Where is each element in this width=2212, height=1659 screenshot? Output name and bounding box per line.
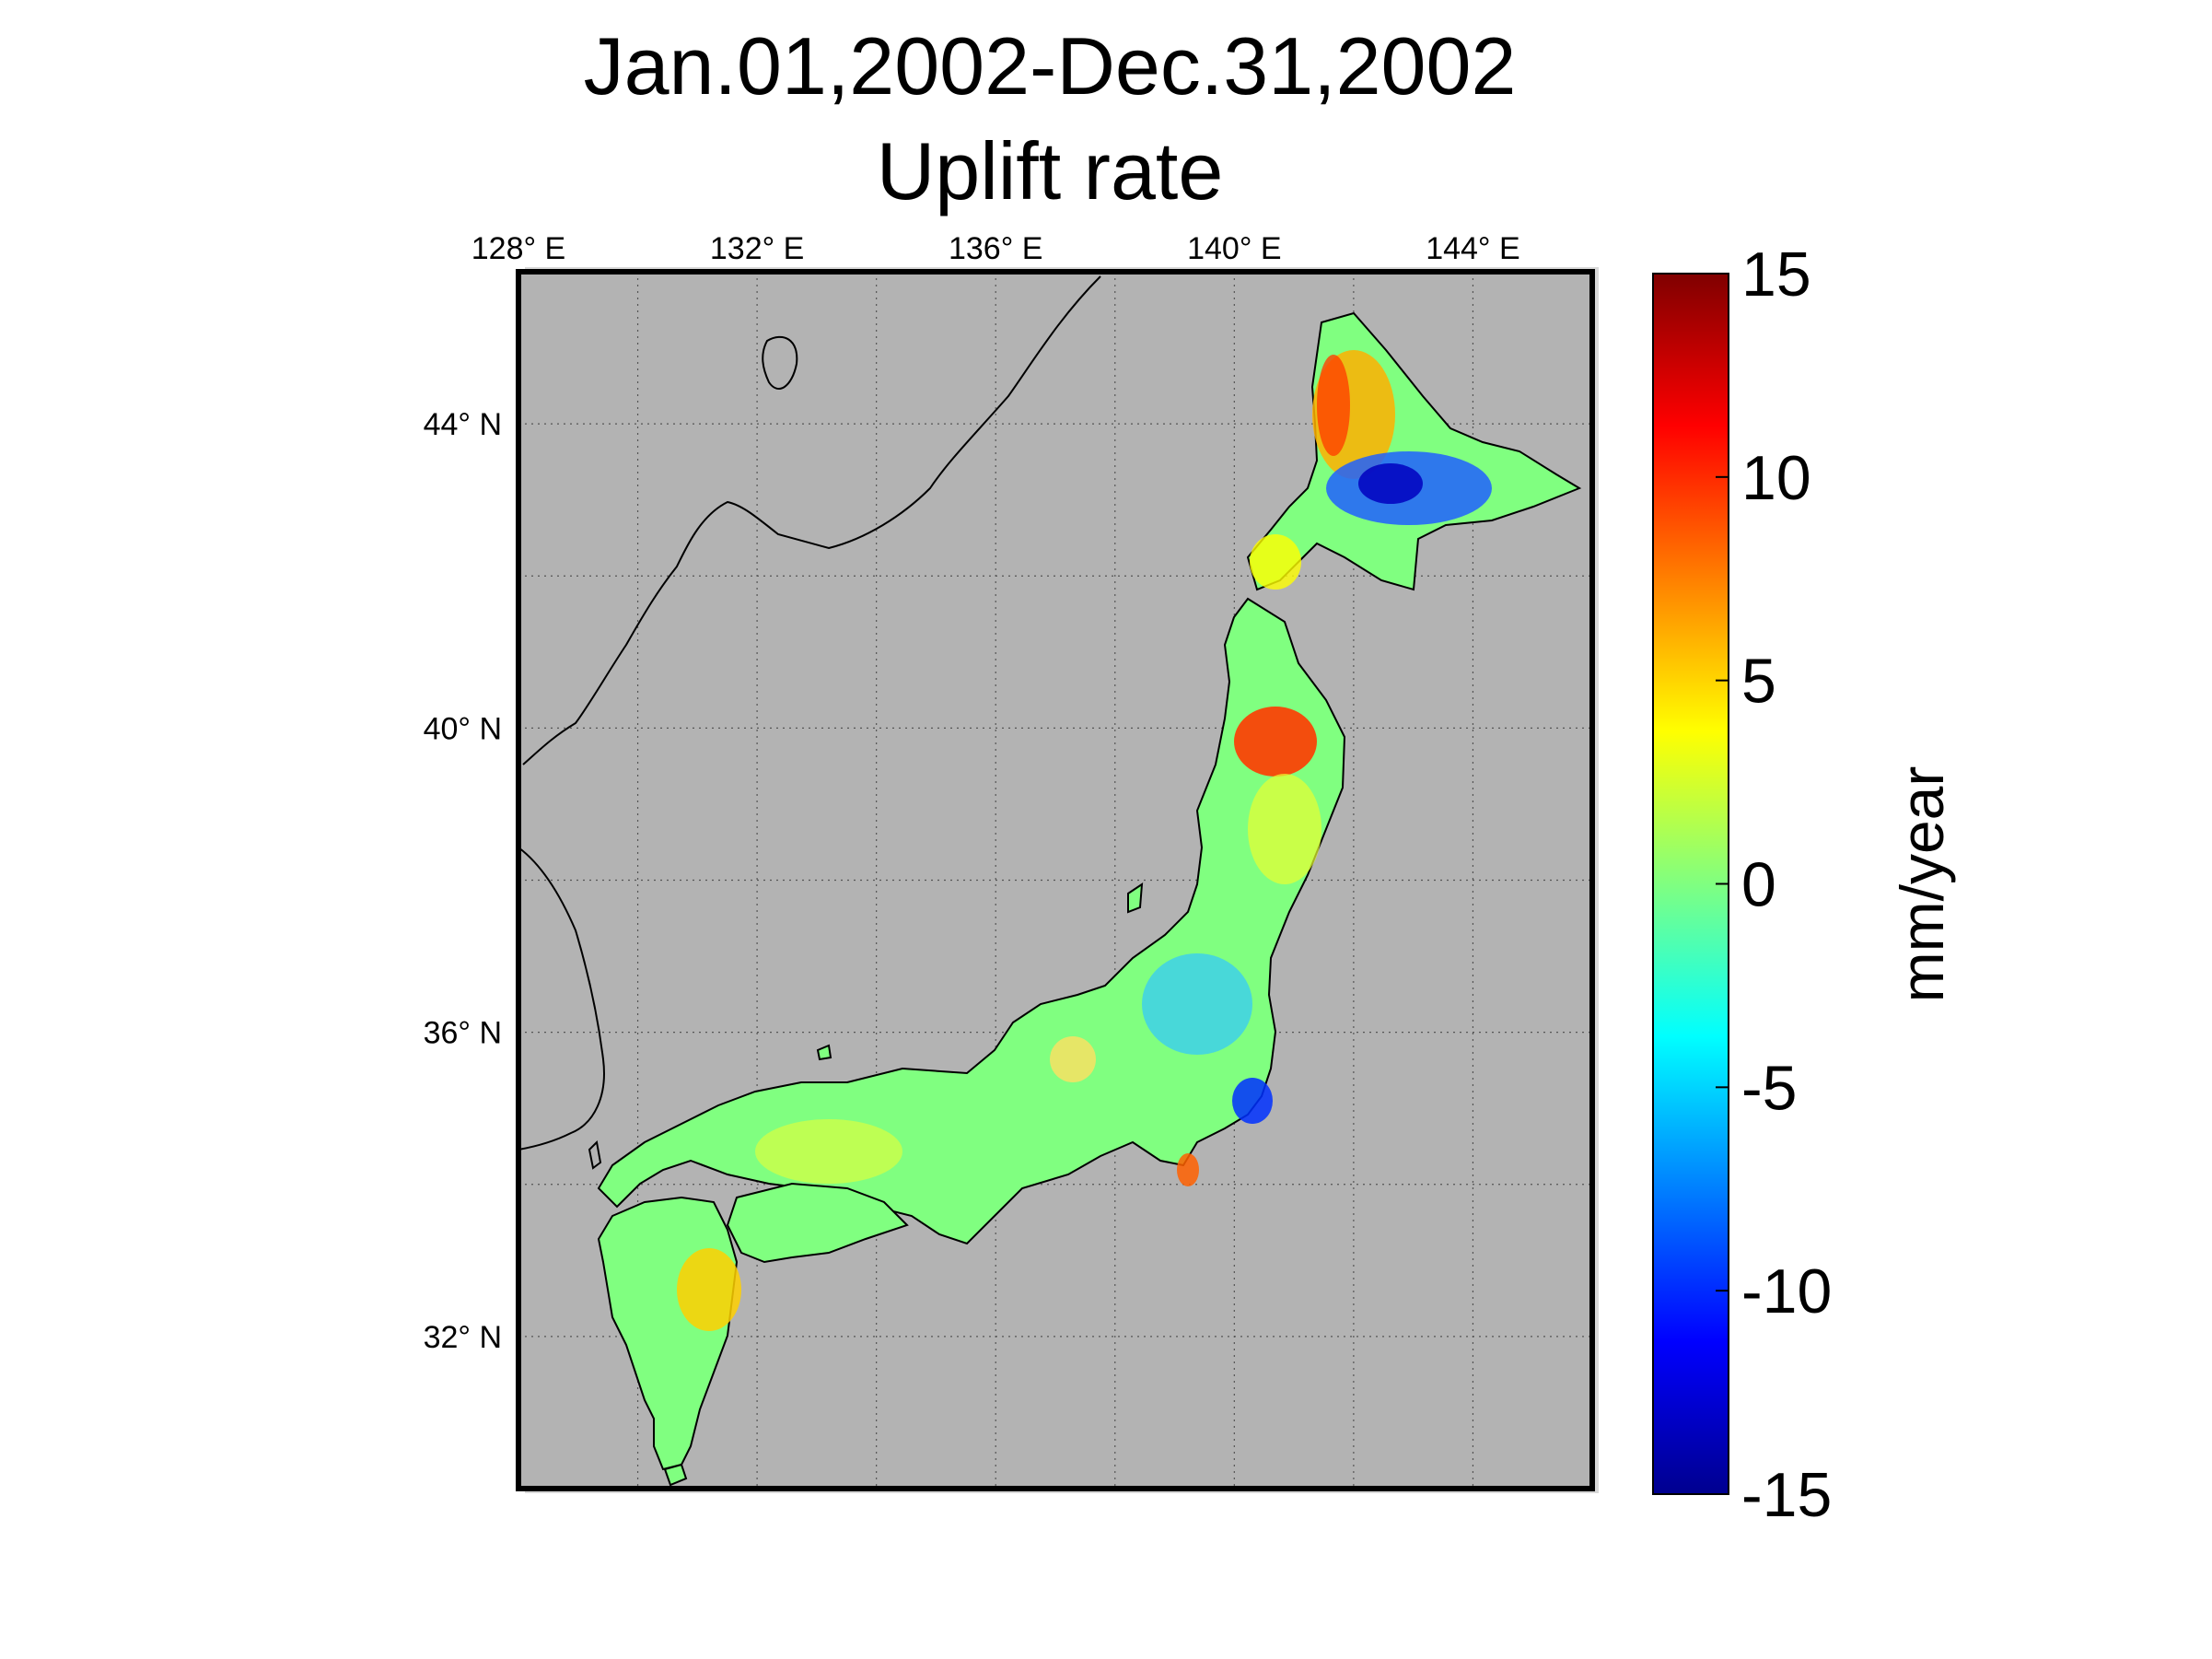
uplift-patch-hokkaido-east-core: [1358, 463, 1423, 504]
sado-island: [1127, 882, 1144, 914]
latitude-label: 44° N: [424, 407, 502, 442]
colorbar-tick-label: 5: [1741, 647, 1776, 717]
shikoku-land: [726, 1182, 909, 1264]
honshu-land: [597, 597, 1346, 1245]
sakhalin-coastline: [762, 336, 798, 390]
uplift-patch-chubu: [1142, 953, 1252, 1055]
latitude-labels: 44° N 40° N 36° N 32° N: [424, 407, 502, 1355]
colorbar-tick-label: 15: [1741, 240, 1811, 310]
colorbar-tick-label: -15: [1741, 1460, 1832, 1530]
tsushima-island: [588, 1139, 602, 1170]
yakushima-island: [663, 1463, 688, 1487]
colorbar-tick-label: -5: [1741, 1053, 1797, 1123]
uplift-patch-chugoku: [755, 1119, 902, 1184]
uplift-patch-hokkaido-northwest: [1317, 355, 1350, 456]
uplift-patch-akita: [1234, 707, 1317, 777]
longitude-label: 132° E: [710, 231, 804, 266]
colorbar-label: mm/year: [1888, 766, 1956, 1003]
uplift-patch-tohoku: [1248, 774, 1321, 884]
chart-title-line-2: Uplift rate: [876, 125, 1224, 216]
latitude-label: 36° N: [424, 1016, 502, 1051]
colorbar-tick-label: -10: [1741, 1256, 1832, 1326]
longitude-labels: 128° E 132° E 136° E 140° E 144° E: [472, 231, 1520, 266]
uplift-patch-izu: [1177, 1153, 1199, 1186]
colorbar-tick-label: 0: [1741, 850, 1776, 920]
map-border: [516, 269, 1595, 1491]
longitude-label: 140° E: [1187, 231, 1281, 266]
chart-title-line-1: Jan.01,2002-Dec.31,2002: [583, 20, 1517, 111]
uplift-patch-oshima: [1250, 534, 1301, 590]
latitude-label: 40° N: [424, 711, 502, 746]
oki-island: [816, 1044, 832, 1061]
colorbar-tick-label: 10: [1741, 443, 1811, 513]
uplift-patch-kyushu: [677, 1248, 741, 1331]
uplift-patch-kinki: [1050, 1036, 1096, 1082]
latitude-label: 32° N: [424, 1320, 502, 1355]
longitude-label: 136° E: [949, 231, 1042, 266]
colorbar-ticks: 15 10 5 0 -5 -10 -15: [1716, 240, 1832, 1530]
longitude-label: 144° E: [1426, 231, 1519, 266]
asia-coastline: [522, 275, 1101, 765]
korea-coastline: [518, 847, 605, 1151]
longitude-label: 128° E: [472, 231, 565, 266]
uplift-patch-kanto: [1232, 1078, 1273, 1124]
